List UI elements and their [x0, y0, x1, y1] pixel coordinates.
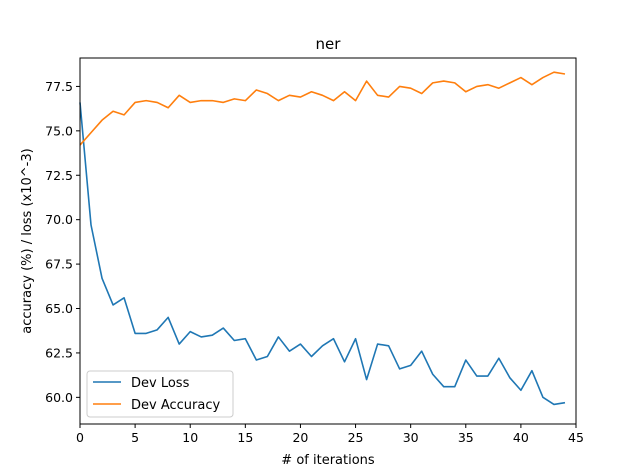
x-tick-label: 35	[458, 430, 474, 445]
x-tick-label: 10	[182, 430, 198, 445]
plot-area-frame	[79, 57, 577, 425]
legend-box	[86, 370, 234, 418]
y-tick-label: 67.5	[45, 257, 73, 272]
legend-label-dev-loss: Dev Loss	[131, 376, 190, 391]
legend-label-dev-accuracy: Dev Accuracy	[131, 398, 220, 413]
y-tick-label: 70.0	[45, 212, 73, 227]
y-tick-label: 65.0	[45, 301, 73, 316]
x-axis-label: # of iterations	[281, 453, 375, 468]
y-tick-label: 75.0	[45, 123, 73, 138]
x-tick-label: 30	[403, 430, 419, 445]
series-line-dev-accuracy	[79, 71, 566, 146]
x-tick-label: 0	[76, 430, 84, 445]
x-tick-label: 5	[131, 430, 139, 445]
y-tick-label: 60.0	[45, 390, 73, 405]
x-tick-label: 15	[237, 430, 253, 445]
x-tick-label: 40	[513, 430, 529, 445]
series-line-dev-loss	[79, 102, 566, 406]
chart-title: ner	[316, 35, 342, 53]
y-axis-label: accuracy (%) / loss (x10^-3)	[20, 148, 35, 333]
y-tick-label: 62.5	[45, 345, 73, 360]
x-tick-label: 20	[292, 430, 308, 445]
legend: Dev Loss Dev Accuracy	[86, 370, 234, 418]
y-tick-label: 72.5	[45, 168, 73, 183]
x-tick-label: 45	[568, 430, 584, 445]
x-tick-label: 25	[348, 430, 364, 445]
y-tick-label: 77.5	[45, 79, 73, 94]
